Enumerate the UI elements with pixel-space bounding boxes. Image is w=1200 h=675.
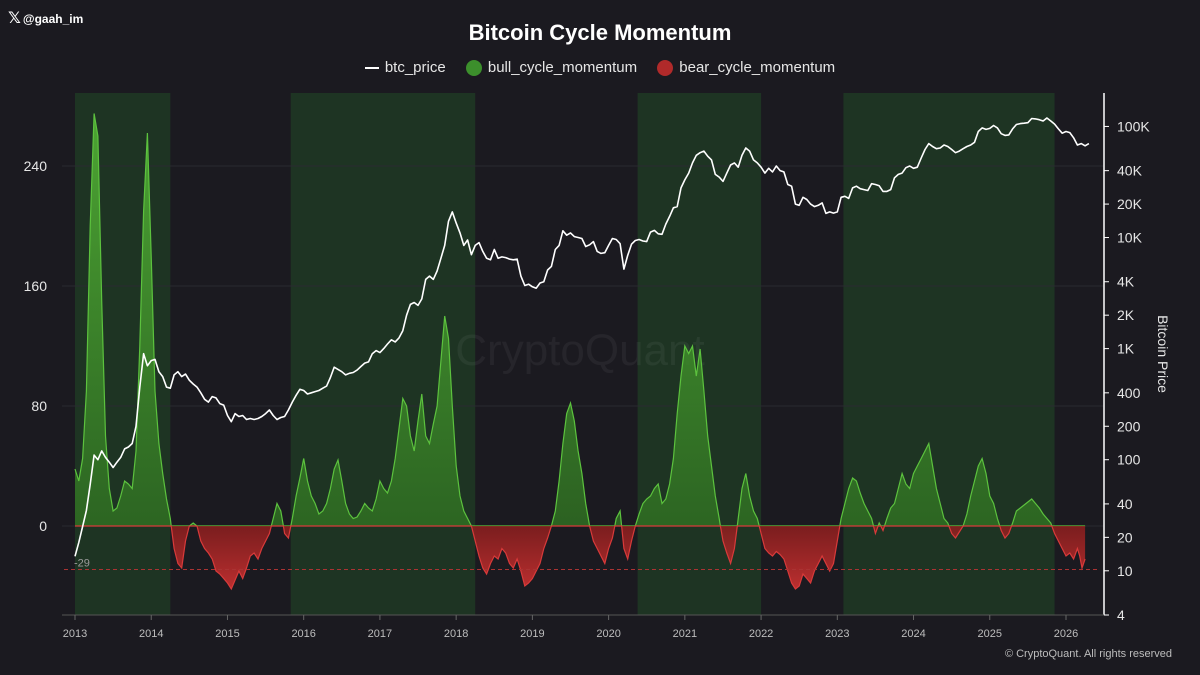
left-axis-tick-80: 80 [31,398,47,414]
legend-label-bull: bull_cycle_momentum [487,59,638,76]
right-axis-tick-400: 400 [1117,385,1141,401]
bull-momentum-area [75,113,1086,526]
legend-line-icon [364,67,379,70]
right-axis-tick-10K: 10K [1117,230,1143,246]
x-axis-tick-2023: 2023 [825,628,849,640]
right-axis-tick-10: 10 [1117,563,1133,579]
legend-item-bear[interactable]: bear_cycle_momentum [657,59,836,77]
x-axis-tick-2026: 2026 [1054,628,1078,640]
legend-item-btc-price[interactable]: btc_price [364,59,446,76]
author-handle: 𝕏 @gaah_im [8,8,83,28]
x-axis-tick-2013: 2013 [63,628,87,640]
x-axis-tick-2016: 2016 [291,628,315,640]
x-axis-tick-2021: 2021 [673,628,697,640]
x-axis: 2013 2014 2015 2016 2017 2018 2019 2020 2021 2022… [63,615,1078,640]
reference-line-label: -29 [74,558,90,570]
chart-title: Bitcoin Cycle Momentum [468,20,732,45]
legend-dot-green-icon [465,60,482,77]
right-axis-tick-200: 200 [1117,418,1141,434]
right-axis-tick-40: 40 [1117,496,1133,512]
x-axis-tick-2014: 2014 [139,628,163,640]
right-axis-tick-4: 4 [1117,607,1125,623]
x-axis-tick-2020: 2020 [596,628,620,640]
legend-dot-red-icon [657,60,674,77]
right-axis-label: Bitcoin Price [1155,315,1171,393]
legend-label-btc-price: btc_price [384,59,446,76]
right-axis-tick-20K: 20K [1117,196,1143,212]
right-axis-tick-1K: 1K [1117,341,1135,357]
legend-label-bear: bear_cycle_momentum [679,59,836,76]
bear-momentum-area [75,526,1086,589]
legend-item-bull[interactable]: bull_cycle_momentum [465,59,638,77]
x-logo-icon: 𝕏 [8,10,21,27]
right-axis-tick-40K: 40K [1117,163,1143,179]
right-axis-tick-2K: 2K [1117,307,1135,323]
right-axis-tick-100K: 100K [1117,118,1150,134]
btc-price-line [74,117,1090,557]
copyright-footer: © CryptoQuant. All rights reserved [1004,648,1172,660]
left-y-axis: 0 80 160 240 [24,158,48,534]
x-axis-tick-2015: 2015 [215,628,239,640]
right-axis-tick-100: 100 [1117,452,1141,468]
watermark: CryptoQuant [455,326,704,375]
chart-legend: btc_price bull_cycle_momentum bear_cycle… [0,59,1200,77]
author-handle-text: @gaah_im [22,12,84,26]
right-y-axis: 4 10 20 40 100 200 400 1K 2K 4K 10K 20K 40K 100K [1104,118,1150,623]
right-axis-tick-20: 20 [1117,529,1133,545]
momentum-areas [74,113,1086,591]
x-axis-tick-2025: 2025 [978,628,1002,640]
x-axis-tick-2024: 2024 [901,628,925,640]
right-axis-tick-4K: 4K [1117,274,1135,290]
bear-momentum-outline [75,525,1086,591]
left-axis-tick-240: 240 [24,158,48,174]
bull-phase-band-3 [843,93,1055,615]
x-axis-tick-2017: 2017 [368,628,392,640]
x-axis-tick-2018: 2018 [444,628,468,640]
btc-price-series [74,117,1090,557]
x-axis-tick-2019: 2019 [520,628,544,640]
left-axis-tick-0: 0 [39,518,47,534]
left-axis-tick-160: 160 [24,278,48,294]
x-axis-tick-2022: 2022 [749,628,773,640]
